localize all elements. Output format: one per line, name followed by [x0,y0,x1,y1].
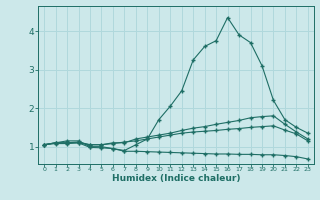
X-axis label: Humidex (Indice chaleur): Humidex (Indice chaleur) [112,174,240,183]
